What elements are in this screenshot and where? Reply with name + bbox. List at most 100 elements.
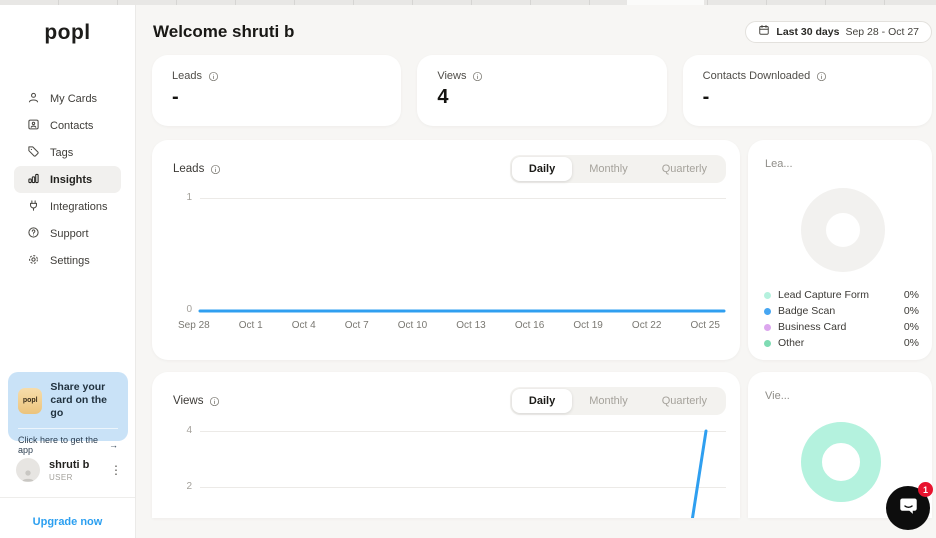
browser-active-tab	[627, 0, 704, 5]
views-chart-card: Views Daily Monthly Quarterly 4 2	[152, 372, 740, 518]
stat-card-views: Views 4	[417, 55, 667, 126]
x-tick-label: Oct 4	[291, 320, 316, 331]
legend-value: 0%	[903, 289, 919, 301]
stat-label: Views	[437, 70, 467, 82]
stat-card-contacts-downloaded: Contacts Downloaded -	[682, 55, 932, 126]
chat-icon	[898, 495, 919, 521]
x-tick-label: Oct 7	[344, 320, 369, 331]
gear-icon	[27, 253, 40, 269]
x-tick-label: Oct 19	[573, 320, 603, 331]
date-range-text: Sep 28 - Oct 27	[845, 26, 919, 38]
tab-monthly[interactable]: Monthly	[589, 163, 628, 175]
legend-color-dot	[764, 339, 771, 347]
date-preset-label: Last 30 days	[776, 26, 840, 38]
user-role: USER	[49, 472, 73, 482]
calendar-icon	[758, 23, 770, 41]
legend-row: Other 0%	[764, 335, 919, 351]
x-tick-label: Sep 28	[178, 320, 210, 331]
leads-line-series	[198, 309, 726, 313]
plug-icon	[27, 199, 40, 215]
x-tick-label: Oct 10	[397, 320, 428, 331]
legend-color-dot	[764, 323, 771, 331]
main-content: Welcome shruti b Last 30 days Sep 28 - O…	[136, 0, 936, 538]
info-icon[interactable]	[210, 164, 221, 175]
views-line-series	[690, 429, 708, 518]
chart-title: Leads	[173, 163, 205, 175]
sidebar-item-label: My Cards	[50, 92, 98, 105]
legend-row: Lead Capture Form 0%	[764, 287, 919, 303]
x-tick-label: Oct 13	[456, 320, 486, 331]
chat-notification-badge: 1	[918, 482, 933, 497]
user-name: shruti b	[49, 458, 90, 471]
y-tick-label: 1	[186, 192, 192, 203]
sidebar-item-contacts[interactable]: Contacts	[14, 112, 121, 139]
legend-label: Other	[778, 337, 805, 349]
stat-card-leads: Leads -	[152, 55, 402, 126]
sidebar-item-settings[interactable]: Settings	[14, 247, 121, 274]
gridline	[200, 198, 726, 199]
chat-launcher-button[interactable]: 1	[886, 482, 933, 530]
tag-icon	[27, 145, 40, 161]
legend-label: Badge Scan	[778, 305, 836, 317]
arrow-right-icon: →	[109, 440, 118, 451]
sidebar-item-label: Settings	[50, 254, 90, 267]
tab-quarterly[interactable]: Quarterly	[661, 395, 707, 407]
x-tick-label: Oct 22	[631, 320, 662, 331]
share-card-promo[interactable]: popl Share your card on the go Click her…	[8, 372, 128, 455]
upgrade-now-link[interactable]: Upgrade now	[32, 516, 103, 528]
stat-value: -	[172, 86, 179, 108]
stat-value: 4	[437, 86, 449, 108]
sidebar-item-support[interactable]: Support	[14, 220, 121, 247]
sidebar-item-tags[interactable]: Tags	[14, 139, 121, 166]
sidebar-nav: My Cards Contacts Tags Insights Integrat…	[0, 85, 135, 274]
info-icon[interactable]	[472, 71, 483, 82]
sidebar-item-label: Support	[50, 227, 89, 240]
get-app-link[interactable]: Click here to get the app →	[18, 428, 118, 455]
period-tabset: Daily Monthly Quarterly	[509, 155, 726, 183]
x-tick-label: Oct 25	[690, 320, 720, 331]
views-donut-chart	[801, 422, 881, 502]
user-menu-kebab-icon[interactable]	[110, 464, 122, 476]
tab-monthly[interactable]: Monthly	[589, 395, 628, 407]
gridline	[200, 487, 726, 488]
info-icon[interactable]	[816, 71, 827, 82]
info-icon[interactable]	[208, 71, 219, 82]
legend-color-dot	[764, 307, 771, 315]
sidebar: popl My Cards Contacts Tags Insights	[0, 0, 136, 538]
leads-chart-card: Leads Daily Monthly Quarterly 1 0 Sep 28…	[152, 140, 740, 360]
stat-value: -	[702, 86, 710, 108]
page-title: Welcome shruti b	[153, 22, 295, 41]
legend-row: Badge Scan 0%	[764, 303, 919, 319]
promo-title: Share your card on the go	[50, 381, 107, 420]
legend-color-dot	[764, 291, 771, 299]
info-icon[interactable]	[209, 396, 220, 407]
tab-quarterly[interactable]: Quarterly	[661, 163, 707, 175]
x-tick-label: Oct 1	[238, 320, 263, 331]
donut-title-truncated: Lea...	[765, 158, 793, 170]
bar-chart-icon	[27, 172, 40, 188]
sidebar-item-label: Contacts	[50, 119, 94, 132]
x-tick-label: Oct 16	[514, 320, 545, 331]
legend-label: Business Card	[778, 321, 847, 333]
sidebar-item-insights[interactable]: Insights	[14, 166, 121, 193]
legend-value: 0%	[903, 321, 919, 333]
sidebar-item-my-cards[interactable]: My Cards	[14, 85, 121, 112]
get-app-label: Click here to get the app	[18, 435, 99, 456]
sidebar-item-integrations[interactable]: Integrations	[14, 193, 121, 220]
user-row: shruti b USER	[8, 458, 128, 482]
date-range-filter[interactable]: Last 30 days Sep 28 - Oct 27	[745, 21, 932, 43]
stat-cards-row: Leads - Views 4 Contacts Downloaded	[152, 55, 932, 126]
legend-value: 0%	[903, 337, 919, 349]
stat-label: Leads	[172, 70, 202, 82]
tab-daily[interactable]: Daily	[511, 157, 573, 181]
y-tick-label: 4	[186, 425, 192, 436]
x-axis-labels: Sep 28 Oct 1 Oct 4 Oct 7 Oct 10 Oct 13 Oct 16 O…	[178, 320, 720, 331]
tab-daily[interactable]: Daily	[511, 389, 573, 413]
stat-label: Contacts Downloaded	[702, 70, 811, 82]
popl-app-icon: popl	[18, 387, 43, 414]
leads-donut-legend: Lead Capture Form 0% Badge Scan 0% Business …	[764, 287, 919, 351]
legend-row: Business Card 0%	[764, 319, 919, 335]
gridline	[200, 431, 726, 432]
y-tick-label: 2	[186, 481, 192, 492]
y-tick-label: 0	[186, 304, 192, 315]
